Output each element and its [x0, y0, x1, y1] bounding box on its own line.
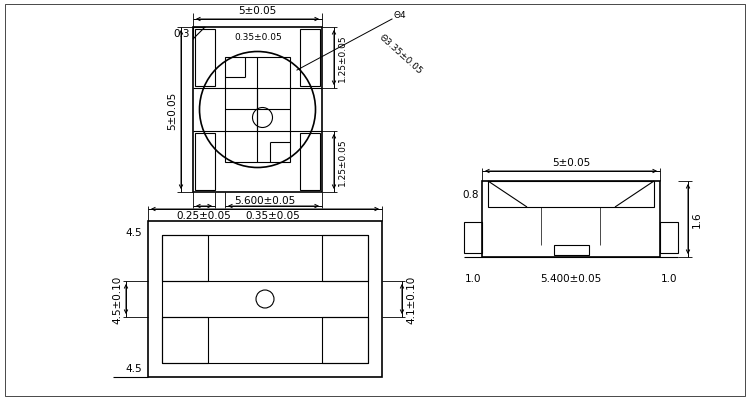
Text: 5±0.05: 5±0.05: [238, 6, 277, 16]
Text: 1.0: 1.0: [465, 273, 482, 283]
Text: 5.600±0.05: 5.600±0.05: [234, 196, 296, 205]
Text: 0.35±0.05: 0.35±0.05: [234, 33, 282, 42]
Bar: [225, 58, 290, 162]
Text: 4.5: 4.5: [125, 363, 142, 373]
Bar: [300, 30, 320, 87]
Bar: [482, 182, 660, 257]
Bar: [322, 317, 368, 363]
Bar: [195, 134, 215, 190]
Text: 0.35±0.05: 0.35±0.05: [246, 211, 300, 221]
Text: 1.6: 1.6: [692, 211, 702, 228]
Bar: [488, 182, 654, 207]
Text: 0.8: 0.8: [463, 190, 479, 200]
Bar: [660, 223, 678, 253]
Text: Θ3.35±0.05: Θ3.35±0.05: [377, 32, 424, 76]
Text: 5±0.05: 5±0.05: [167, 91, 177, 129]
Text: 4.5: 4.5: [125, 227, 142, 237]
Text: 1.25±0.05: 1.25±0.05: [338, 138, 347, 186]
Bar: [554, 245, 589, 255]
Bar: [162, 235, 368, 363]
Bar: [162, 235, 208, 281]
Text: 1.0: 1.0: [661, 273, 677, 283]
Text: 4.5±0.10: 4.5±0.10: [112, 275, 122, 323]
Bar: [148, 221, 382, 377]
Text: 5.400±0.05: 5.400±0.05: [540, 273, 602, 283]
Bar: [300, 134, 320, 190]
Text: 1.25±0.05: 1.25±0.05: [338, 34, 347, 82]
Text: 0.25±0.05: 0.25±0.05: [177, 211, 231, 221]
Bar: [464, 223, 482, 253]
Text: Θ4: Θ4: [394, 11, 406, 20]
Text: 0.3: 0.3: [173, 29, 190, 39]
Bar: [193, 28, 322, 192]
Text: 5±0.05: 5±0.05: [552, 158, 590, 168]
Bar: [322, 235, 368, 281]
Bar: [195, 30, 215, 87]
Bar: [162, 317, 208, 363]
Text: 4.1±0.10: 4.1±0.10: [406, 275, 416, 323]
